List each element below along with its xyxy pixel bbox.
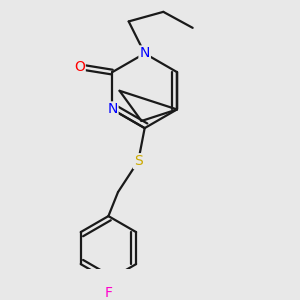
Text: N: N <box>140 46 150 60</box>
Text: O: O <box>74 60 85 74</box>
Text: F: F <box>104 286 112 300</box>
Text: N: N <box>107 102 118 116</box>
Text: S: S <box>134 154 142 168</box>
